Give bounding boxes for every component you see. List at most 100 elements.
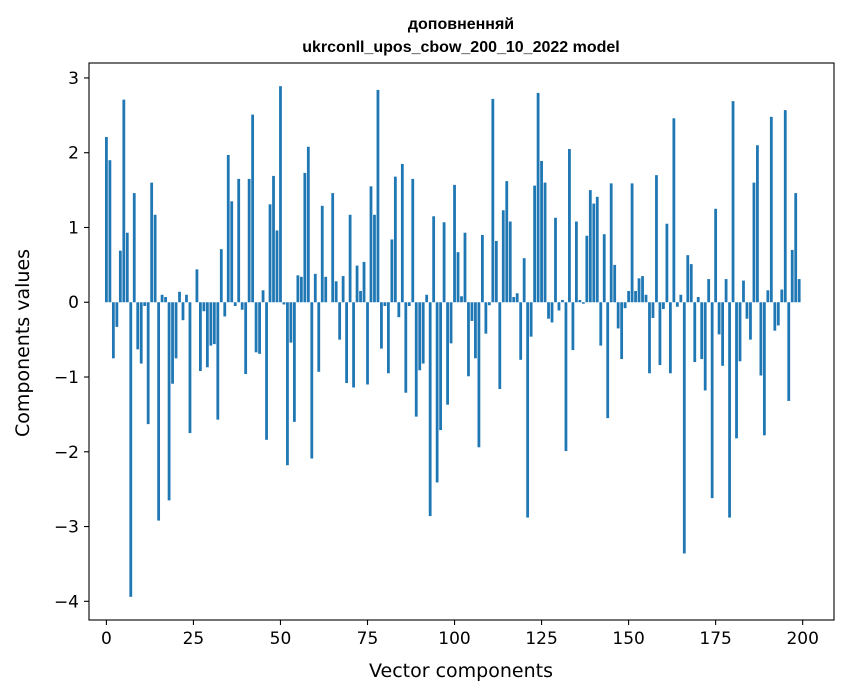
x-tick-label: 0 bbox=[101, 629, 112, 649]
bar bbox=[522, 258, 526, 303]
x-tick-label: 100 bbox=[438, 629, 470, 649]
bar bbox=[237, 178, 241, 303]
bar bbox=[696, 297, 700, 303]
bar bbox=[550, 302, 554, 323]
y-tick-label: −3 bbox=[54, 518, 79, 538]
bar bbox=[571, 302, 575, 351]
bar bbox=[787, 302, 791, 401]
bar bbox=[223, 302, 227, 317]
bar bbox=[383, 302, 387, 306]
bar bbox=[359, 291, 362, 303]
bar bbox=[561, 300, 564, 303]
bar bbox=[463, 232, 467, 303]
bar bbox=[637, 278, 641, 303]
bar bbox=[613, 264, 617, 303]
bar bbox=[185, 294, 188, 303]
bar bbox=[348, 214, 352, 303]
bar bbox=[797, 279, 801, 303]
bar bbox=[306, 146, 310, 303]
bar bbox=[390, 239, 394, 303]
bar bbox=[759, 302, 763, 376]
bar bbox=[467, 302, 470, 377]
bar bbox=[595, 196, 599, 303]
bar bbox=[338, 302, 342, 340]
bar bbox=[453, 184, 456, 303]
bar bbox=[474, 302, 477, 359]
bar bbox=[178, 291, 181, 303]
bar bbox=[122, 99, 126, 303]
bar bbox=[115, 302, 119, 327]
bar bbox=[199, 302, 202, 372]
bar-series bbox=[105, 86, 801, 597]
bar bbox=[345, 302, 349, 383]
bar bbox=[529, 302, 533, 337]
bar bbox=[769, 116, 773, 303]
bar bbox=[602, 234, 606, 303]
bar bbox=[512, 297, 516, 303]
bar bbox=[355, 265, 359, 303]
x-tick-label: 50 bbox=[270, 629, 292, 649]
y-tick-label: 2 bbox=[68, 144, 79, 164]
bar bbox=[369, 186, 373, 303]
bar bbox=[435, 302, 439, 483]
bar bbox=[616, 302, 620, 329]
bar bbox=[773, 302, 777, 331]
bar bbox=[749, 302, 752, 340]
bar bbox=[373, 214, 376, 303]
bar bbox=[393, 176, 397, 303]
y-tick-label: 1 bbox=[68, 218, 79, 238]
bar bbox=[125, 232, 129, 303]
bar bbox=[477, 302, 481, 448]
plot-frame bbox=[88, 62, 835, 621]
bar bbox=[233, 302, 237, 306]
x-tick-label: 25 bbox=[183, 629, 205, 649]
bar bbox=[606, 302, 610, 419]
bar bbox=[286, 302, 289, 466]
y-tick-label: −1 bbox=[54, 368, 79, 388]
bar bbox=[460, 296, 463, 303]
bar bbox=[540, 160, 543, 303]
bar bbox=[289, 302, 293, 343]
bar bbox=[470, 302, 474, 321]
bar bbox=[756, 145, 759, 303]
bar bbox=[425, 294, 429, 303]
bar bbox=[456, 252, 460, 303]
bar bbox=[484, 302, 488, 334]
bar bbox=[742, 280, 745, 303]
bar bbox=[268, 204, 272, 303]
bar bbox=[136, 302, 140, 350]
bar bbox=[780, 289, 784, 303]
bar bbox=[174, 302, 178, 359]
bar bbox=[592, 203, 596, 303]
bar bbox=[205, 302, 209, 368]
x-tick-label: 200 bbox=[786, 629, 818, 649]
bar bbox=[738, 302, 742, 362]
bar bbox=[108, 160, 112, 303]
bar bbox=[689, 264, 693, 303]
bar bbox=[352, 302, 355, 388]
bar bbox=[320, 205, 324, 303]
bar bbox=[428, 302, 432, 517]
bar bbox=[498, 302, 502, 389]
bar bbox=[717, 302, 721, 335]
bar bbox=[735, 302, 738, 439]
bar bbox=[505, 181, 509, 303]
bar bbox=[693, 302, 697, 363]
x-axis-label: Vector components bbox=[369, 660, 553, 682]
bar bbox=[554, 217, 557, 303]
bar bbox=[481, 234, 484, 303]
bar bbox=[317, 302, 321, 372]
bar bbox=[111, 302, 115, 359]
bar bbox=[331, 193, 335, 303]
bar bbox=[209, 302, 213, 346]
bar bbox=[181, 302, 185, 321]
bar bbox=[682, 302, 686, 554]
bar bbox=[721, 302, 724, 366]
bar bbox=[341, 276, 345, 303]
bar bbox=[533, 185, 536, 303]
bar bbox=[648, 302, 651, 374]
chart-title-line-1: доповненняй bbox=[408, 16, 514, 33]
bar bbox=[293, 302, 296, 422]
bar bbox=[411, 178, 415, 303]
bar bbox=[515, 293, 519, 303]
